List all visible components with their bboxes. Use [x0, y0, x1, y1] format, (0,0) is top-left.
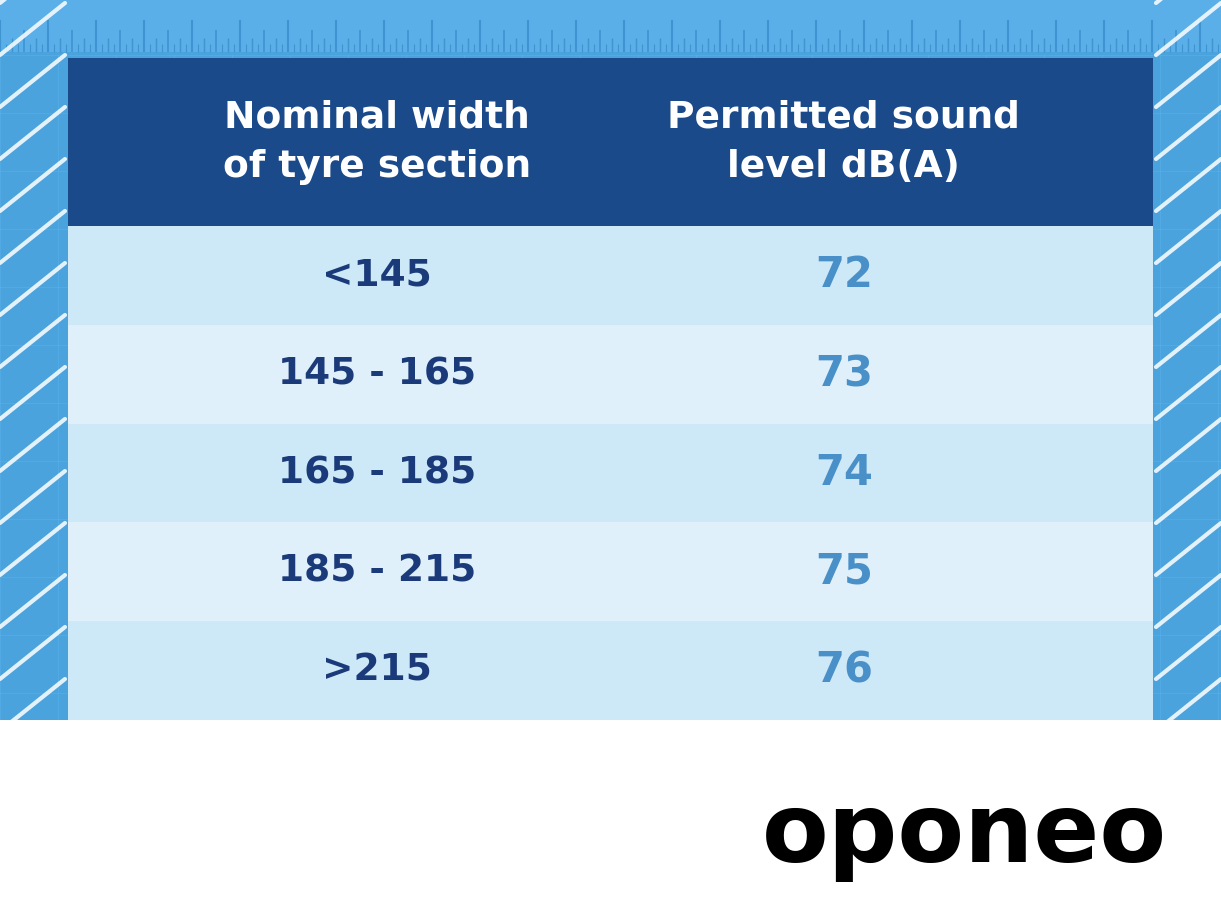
- Text: 185 - 215: 185 - 215: [278, 554, 476, 590]
- Bar: [68, 58, 1153, 226]
- Text: Nominal width
of tyre section: Nominal width of tyre section: [223, 99, 531, 185]
- Text: >215: >215: [322, 652, 432, 688]
- Bar: [68, 424, 1153, 522]
- Text: 75: 75: [814, 550, 873, 593]
- Bar: [0, 720, 1221, 919]
- Bar: [68, 324, 1153, 424]
- Text: 74: 74: [814, 452, 873, 494]
- Text: 165 - 185: 165 - 185: [278, 455, 476, 491]
- Text: <145: <145: [322, 257, 432, 293]
- Bar: [68, 522, 1153, 621]
- Text: 72: 72: [814, 255, 873, 297]
- Text: 73: 73: [814, 353, 873, 395]
- Text: 76: 76: [814, 650, 873, 692]
- Bar: [68, 58, 1153, 720]
- Text: Permitted sound
level dB(A): Permitted sound level dB(A): [668, 99, 1021, 185]
- Text: 145 - 165: 145 - 165: [278, 357, 476, 392]
- Bar: [0, 0, 1221, 52]
- Bar: [68, 621, 1153, 720]
- Text: oponeo: oponeo: [762, 789, 1167, 882]
- Bar: [68, 226, 1153, 324]
